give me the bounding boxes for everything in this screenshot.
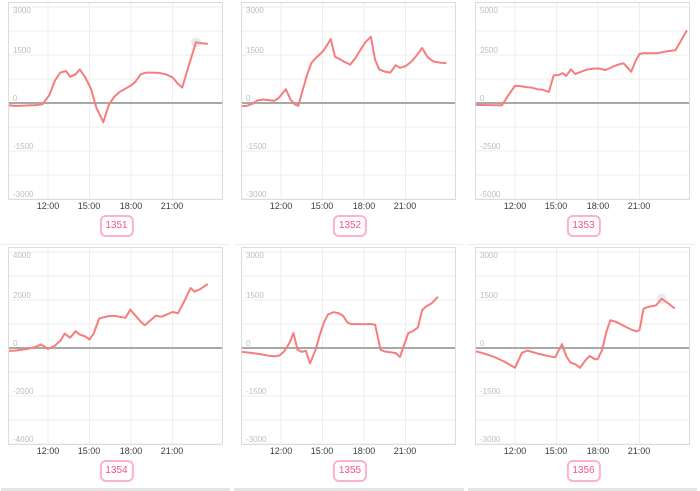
y-tick-label: 4000: [13, 251, 31, 260]
chart-cell-1356: 3000 1500 0 -1500 -3000 12:00 15:00 18:00 21…: [467, 245, 700, 491]
y-tick-label: 0: [13, 339, 18, 348]
machine-number-link[interactable]: 1353: [566, 215, 601, 237]
x-tick-label: 12:00: [36, 201, 60, 211]
x-tick-label: 21:00: [160, 201, 184, 211]
y-tick-label: 3000: [480, 251, 498, 260]
x-tick-label: 15:00: [77, 446, 101, 456]
y-tick-label: -5000: [480, 190, 501, 199]
machine-number-link[interactable]: 1351: [99, 215, 134, 237]
machine-number-link[interactable]: 1355: [332, 460, 368, 482]
line-chart-svg: 3000 1500 0 -1500 -3000: [242, 248, 455, 444]
x-tick-label: 15:00: [544, 446, 568, 456]
machine-number-link[interactable]: 1352: [332, 215, 368, 237]
y-tick-label: 3000: [246, 251, 264, 260]
y-tick-label: 2500: [480, 46, 498, 55]
x-tick-label: 21:00: [160, 446, 184, 456]
chart-cell-1355: 3000 1500 0 -1500 -3000 12:00 15:00 18:00 21…: [233, 245, 467, 491]
line-chart-svg: 3000 1500 0 -1500 -3000: [476, 248, 689, 444]
y-tick-label: -3000: [246, 435, 267, 444]
x-tick-label: 15:00: [77, 201, 101, 211]
y-tick-label: -1500: [480, 387, 501, 396]
y-tick-label: -2500: [480, 142, 501, 151]
payout-graph-1352[interactable]: 3000 1500 0 -1500 -3000: [241, 2, 456, 200]
x-tick-label: 18:00: [119, 201, 143, 211]
x-tick-label: 18:00: [119, 446, 143, 456]
y-tick-label: 1500: [13, 46, 31, 55]
line-chart-svg: 3000 1500 0 -1500 -3000: [9, 3, 222, 199]
y-tick-label: 2000: [13, 291, 31, 300]
machine-number-link[interactable]: 1356: [566, 460, 601, 482]
line-chart-svg: 5000 2500 0 -2500 -5000: [476, 3, 689, 199]
x-tick-label: 18:00: [586, 446, 610, 456]
x-tick-label: 12:00: [503, 201, 527, 211]
chart-cell-1351: 3000 1500 0 -1500 -3000 12:00 15:00 18:00 21…: [0, 0, 233, 245]
payout-graph-1355[interactable]: 3000 1500 0 -1500 -3000: [241, 247, 456, 445]
y-tick-label: -3000: [246, 190, 267, 199]
x-tick-label: 15:00: [310, 201, 334, 211]
payout-graph-1351[interactable]: 3000 1500 0 -1500 -3000: [8, 2, 223, 200]
payout-graph-1356[interactable]: 3000 1500 0 -1500 -3000: [475, 247, 690, 445]
y-tick-label: 0: [480, 339, 485, 348]
y-tick-label: 1500: [246, 46, 264, 55]
y-tick-label: 0: [480, 94, 485, 103]
x-tick-label: 15:00: [544, 201, 568, 211]
x-tick-label: 21:00: [393, 201, 417, 211]
y-tick-label: 0: [246, 339, 251, 348]
y-tick-label: -1500: [246, 387, 267, 396]
y-tick-label: -1500: [246, 142, 267, 151]
machine-number-link[interactable]: 1354: [99, 460, 134, 482]
x-tick-label: 12:00: [36, 446, 60, 456]
x-tick-label: 12:00: [269, 201, 293, 211]
chart-cell-1352: 3000 1500 0 -1500 -3000 12:00 15:00 18:00 21…: [233, 0, 467, 245]
y-tick-label: 1500: [480, 291, 498, 300]
y-tick-label: 3000: [13, 6, 31, 15]
payout-graph-1353[interactable]: 5000 2500 0 -2500 -5000: [475, 2, 690, 200]
x-tick-label: 12:00: [503, 446, 527, 456]
x-tick-label: 21:00: [393, 446, 417, 456]
y-tick-label: -1500: [13, 142, 34, 151]
x-tick-label: 21:00: [627, 201, 651, 211]
y-tick-label: 1500: [246, 291, 264, 300]
x-tick-label: 15:00: [310, 446, 334, 456]
chart-cell-1354: 4000 2000 0 -2000 -4000 12:00 15:00 18:00 21…: [0, 245, 233, 491]
line-chart-svg: 3000 1500 0 -1500 -3000: [242, 3, 455, 199]
x-tick-label: 21:00: [627, 446, 651, 456]
y-tick-label: 5000: [480, 6, 498, 15]
x-tick-label: 12:00: [269, 446, 293, 456]
x-tick-label: 18:00: [586, 201, 610, 211]
line-chart-svg: 4000 2000 0 -2000 -4000: [9, 248, 222, 444]
y-tick-label: 0: [246, 94, 251, 103]
x-tick-label: 18:00: [352, 446, 376, 456]
payout-graph-1354[interactable]: 4000 2000 0 -2000 -4000: [8, 247, 223, 445]
y-tick-label: -4000: [13, 435, 34, 444]
y-tick-label: 3000: [246, 6, 264, 15]
y-tick-label: -3000: [13, 190, 34, 199]
y-tick-label: 0: [13, 94, 18, 103]
y-tick-label: -2000: [13, 387, 34, 396]
y-tick-label: -3000: [480, 435, 501, 444]
x-tick-label: 18:00: [352, 201, 376, 211]
chart-cell-1353: 5000 2500 0 -2500 -5000 12:00 15:00 18:00 21…: [467, 0, 700, 245]
